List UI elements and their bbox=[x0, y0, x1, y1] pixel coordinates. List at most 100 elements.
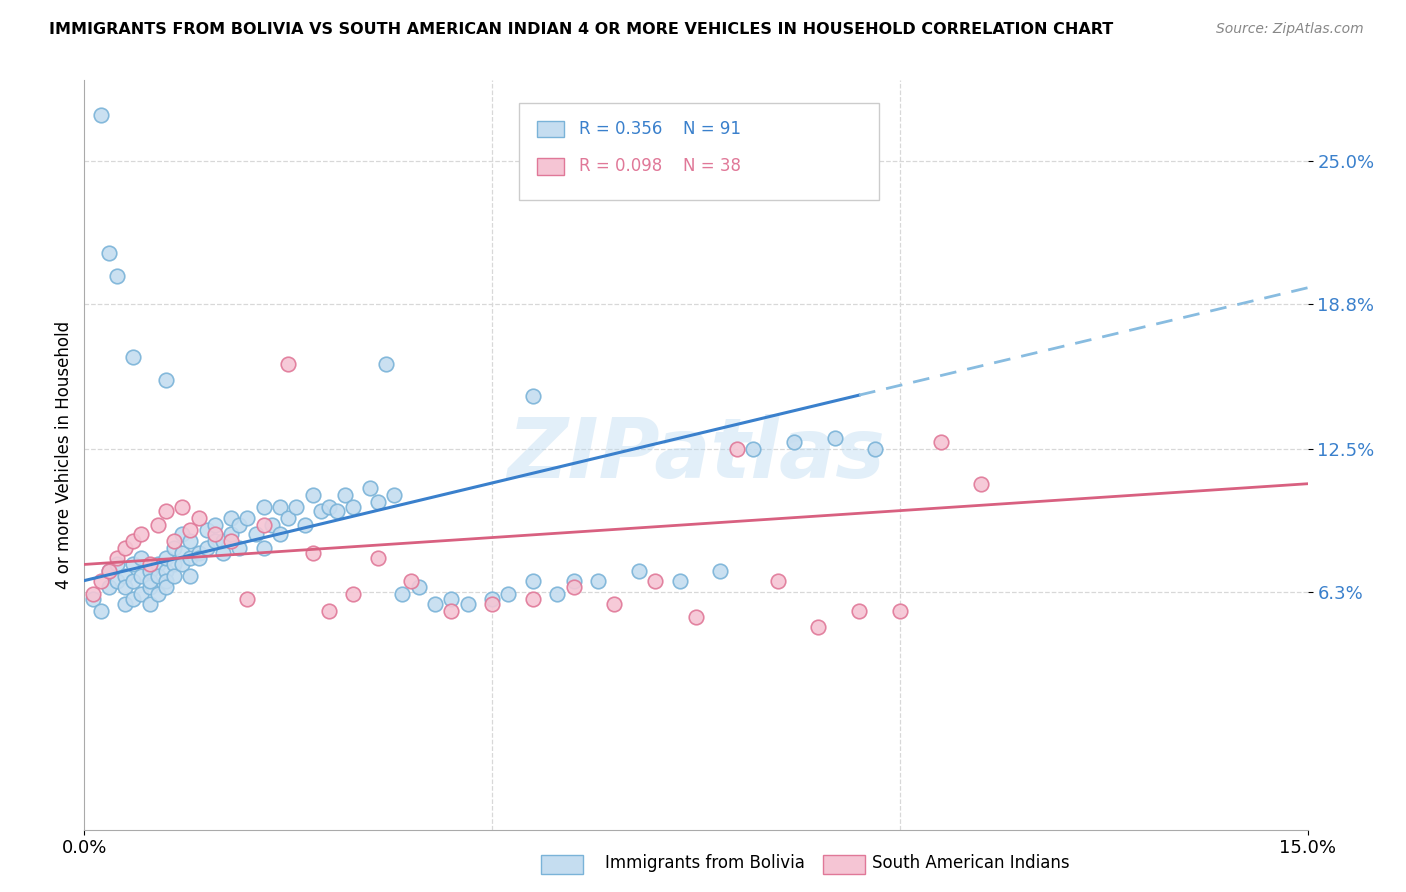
Point bbox=[131, 587, 153, 601]
Point bbox=[163, 558, 186, 572]
Text: R = 0.098: R = 0.098 bbox=[578, 158, 662, 176]
Point bbox=[163, 534, 186, 549]
Point bbox=[146, 569, 169, 583]
Point bbox=[644, 574, 666, 588]
Point bbox=[105, 269, 128, 284]
Point bbox=[359, 481, 381, 495]
Point bbox=[97, 246, 120, 260]
Point bbox=[90, 603, 112, 617]
Point bbox=[269, 527, 291, 541]
Point bbox=[326, 504, 349, 518]
Point bbox=[481, 592, 503, 607]
Point bbox=[929, 435, 952, 450]
Point bbox=[627, 565, 650, 579]
Point bbox=[382, 488, 405, 502]
Point bbox=[90, 574, 112, 588]
Point bbox=[219, 511, 242, 525]
Point bbox=[204, 518, 226, 533]
Point bbox=[146, 518, 169, 533]
Text: Source: ZipAtlas.com: Source: ZipAtlas.com bbox=[1216, 22, 1364, 37]
Point bbox=[105, 558, 128, 572]
Point bbox=[294, 518, 316, 533]
Point bbox=[131, 527, 153, 541]
Text: ZIPatlas: ZIPatlas bbox=[508, 415, 884, 495]
Point bbox=[399, 574, 422, 588]
Point bbox=[212, 546, 235, 560]
Point bbox=[179, 550, 201, 565]
Text: N = 91: N = 91 bbox=[682, 120, 741, 138]
Point bbox=[260, 518, 283, 533]
Point bbox=[865, 442, 887, 457]
Point bbox=[277, 511, 299, 525]
Point bbox=[481, 597, 503, 611]
Text: N = 38: N = 38 bbox=[682, 158, 741, 176]
Point bbox=[105, 574, 128, 588]
Point bbox=[766, 574, 789, 588]
Point bbox=[253, 500, 276, 514]
Point bbox=[668, 574, 690, 588]
Point bbox=[335, 488, 357, 502]
Point bbox=[179, 569, 201, 583]
Point bbox=[146, 587, 169, 601]
Point bbox=[742, 442, 765, 457]
Point bbox=[253, 518, 276, 533]
Point bbox=[440, 603, 463, 617]
Point bbox=[82, 587, 104, 601]
Point bbox=[155, 581, 177, 595]
Point bbox=[889, 603, 911, 617]
Point bbox=[122, 592, 145, 607]
Text: South American Indians: South American Indians bbox=[872, 855, 1070, 872]
Point bbox=[824, 431, 846, 445]
Text: R = 0.356: R = 0.356 bbox=[578, 120, 662, 138]
Point bbox=[301, 488, 323, 502]
Point bbox=[138, 581, 160, 595]
Point bbox=[163, 541, 186, 556]
Point bbox=[285, 500, 308, 514]
Point bbox=[155, 373, 177, 387]
Point bbox=[155, 574, 177, 588]
Point bbox=[562, 574, 585, 588]
Point bbox=[204, 527, 226, 541]
Point bbox=[163, 569, 186, 583]
Point bbox=[807, 620, 830, 634]
Point bbox=[187, 511, 209, 525]
Point bbox=[212, 534, 235, 549]
Point bbox=[522, 592, 544, 607]
Point bbox=[301, 546, 323, 560]
Point bbox=[155, 565, 177, 579]
Point bbox=[138, 558, 160, 572]
Point bbox=[114, 569, 136, 583]
Point bbox=[685, 610, 707, 624]
Point bbox=[440, 592, 463, 607]
Point bbox=[138, 565, 160, 579]
Point bbox=[114, 597, 136, 611]
Point bbox=[172, 500, 194, 514]
Point bbox=[342, 500, 364, 514]
Point bbox=[97, 565, 120, 579]
Point bbox=[586, 574, 609, 588]
Point bbox=[408, 581, 430, 595]
Point bbox=[245, 527, 267, 541]
Point bbox=[546, 587, 568, 601]
Point bbox=[269, 500, 291, 514]
Text: IMMIGRANTS FROM BOLIVIA VS SOUTH AMERICAN INDIAN 4 OR MORE VEHICLES IN HOUSEHOLD: IMMIGRANTS FROM BOLIVIA VS SOUTH AMERICA… bbox=[49, 22, 1114, 37]
Point bbox=[522, 389, 544, 403]
Point bbox=[204, 534, 226, 549]
Point bbox=[367, 495, 389, 509]
Point bbox=[391, 587, 413, 601]
Point bbox=[131, 569, 153, 583]
Point bbox=[603, 597, 626, 611]
Point bbox=[146, 558, 169, 572]
Point bbox=[725, 442, 748, 457]
FancyBboxPatch shape bbox=[519, 103, 880, 200]
Point bbox=[195, 523, 218, 537]
Point bbox=[309, 504, 332, 518]
Point bbox=[783, 435, 806, 450]
Point bbox=[236, 592, 259, 607]
Point bbox=[90, 108, 112, 122]
Point bbox=[122, 558, 145, 572]
Point bbox=[105, 550, 128, 565]
Point bbox=[522, 574, 544, 588]
Point bbox=[457, 597, 479, 611]
Point bbox=[122, 350, 145, 364]
